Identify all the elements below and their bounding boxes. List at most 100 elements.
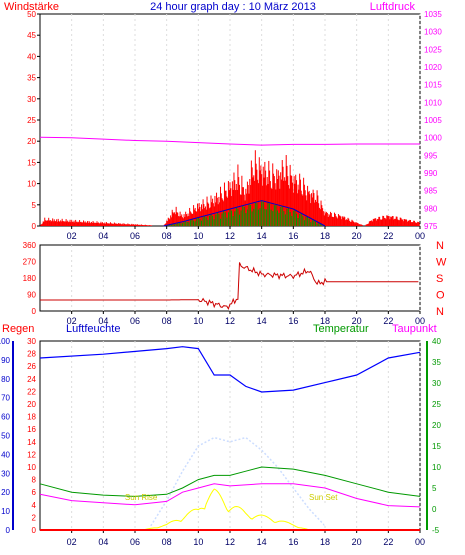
x-tick-label: 06 [130, 316, 140, 326]
panel3-temperature-axis: 40 35 30 25 20 15 10 5 0 -5 [432, 337, 441, 535]
x-tick-label: 12 [225, 231, 235, 241]
x-tick-label: 00 [415, 537, 425, 547]
panel2-left-axis: 360 270 180 90 0 [23, 241, 37, 316]
wind-strength-label: Windstärke [4, 1, 59, 13]
x-tick-label: 04 [98, 316, 108, 326]
x-tick-label: 22 [383, 231, 393, 241]
x-tick-label: 18 [320, 537, 330, 547]
x-tick-label: 06 [130, 231, 140, 241]
humidity-axis-label: 100 [0, 337, 11, 346]
x-tick-label: 20 [352, 537, 362, 547]
compass-label: O [436, 290, 445, 302]
wind-avg-line [163, 200, 326, 227]
humidity-label: Luftfeuchte [66, 323, 120, 335]
rain-axis-label: 20 [27, 400, 36, 409]
direction-axis-label: 360 [23, 241, 37, 250]
x-tick-label: 10 [193, 231, 203, 241]
panel1-grid [71, 14, 421, 226]
x-tick-label: 16 [288, 316, 298, 326]
pressure-axis-label: 1015 [424, 81, 442, 90]
humidity-axis-label: 10 [1, 507, 10, 516]
x-tick-label: 06 [130, 537, 140, 547]
panel2-grid [71, 245, 421, 311]
x-tick-label: 10 [193, 537, 203, 547]
direction-axis-label: 0 [32, 307, 37, 316]
x-tick-label: 04 [98, 537, 108, 547]
temperature-axis-label: 10 [432, 463, 441, 472]
x-tick-label: 22 [383, 316, 393, 326]
panel3-grid [71, 341, 421, 530]
panel1-right-axis: 1035 1030 1025 1020 1015 1010 1005 1000 995 990 98… [424, 10, 442, 231]
x-tick-label: 18 [320, 316, 330, 326]
humidity-axis-label: 50 [1, 432, 10, 441]
humidity-axis-label: 80 [1, 375, 10, 384]
rain-axis-label: 16 [27, 425, 36, 434]
x-tick-label: 04 [98, 231, 108, 241]
temperature-label: Temperatur [313, 323, 369, 335]
pressure-axis-label: 995 [424, 151, 438, 160]
wind-axis-label: 30 [27, 95, 36, 104]
rain-axis-label: 30 [27, 337, 36, 346]
panel3-series [39, 346, 421, 531]
humidity-axis-label: 60 [1, 413, 10, 422]
direction-axis-label: 180 [23, 274, 37, 283]
pressure-axis-label: 1030 [424, 28, 442, 37]
wind-axis-label: 35 [27, 74, 36, 83]
pressure-axis-label: 985 [424, 187, 438, 196]
temperature-axis-label: 35 [432, 358, 441, 367]
temperature-axis-label: 15 [432, 442, 441, 451]
temperature-axis-label: -5 [432, 526, 440, 535]
humidity-axis-bar [12, 341, 14, 530]
x-tick-label: 12 [225, 316, 235, 326]
humidity-axis-label: 40 [1, 450, 10, 459]
x-tick-label: 16 [288, 537, 298, 547]
wind-axis-label: 45 [27, 31, 36, 40]
x-tick-label: 14 [257, 231, 267, 241]
rain-axis-label: 0 [32, 526, 37, 535]
panel3-humidity-axis: 1009080706050403020100 [0, 337, 11, 535]
direction-axis-label: 270 [23, 258, 37, 267]
x-tick-label: 20 [352, 316, 362, 326]
solar-radiation-line [150, 436, 326, 527]
pressure-axis-label: 975 [424, 222, 438, 231]
x-tick-label: 10 [193, 316, 203, 326]
dewpoint-label: Taupunkt [392, 323, 437, 335]
temperature-axis-bar [426, 341, 428, 530]
compass-label: S [436, 273, 443, 285]
rain-axis-label: 12 [27, 450, 36, 459]
rain-axis-label: 6 [32, 488, 37, 497]
temperature-axis-label: 40 [432, 337, 441, 346]
panel1-series [39, 136, 420, 227]
panel3-x-axis: 02 04 06 08 10 12 14 16 18 20 22 00 [67, 530, 425, 547]
wind-axis-label: 15 [27, 158, 36, 167]
wind-axis-label: 25 [27, 116, 36, 125]
chart-title: 24 hour graph day : 10 März 2013 [150, 1, 316, 13]
x-tick-label: 08 [162, 316, 172, 326]
sunset-label: Sun Set [309, 493, 338, 502]
rain-axis-label: 2 [32, 513, 37, 522]
x-tick-label: 18 [320, 231, 330, 241]
sunrise-label: Sun Rise [125, 493, 158, 502]
rain-axis-label: 26 [27, 362, 36, 371]
pressure-axis-label: 1010 [424, 98, 442, 107]
x-tick-label: 14 [257, 316, 267, 326]
wind-pressure-panel: Windstärke 24 hour graph day : 10 März 2… [4, 1, 442, 241]
wind-axis-label: 40 [27, 52, 36, 61]
rain-axis-label: 10 [27, 463, 36, 472]
temperature-axis-label: 0 [432, 505, 437, 514]
compass-label: N [436, 306, 444, 318]
rain-label: Regen [2, 323, 34, 335]
pressure-axis-label: 1000 [424, 134, 442, 143]
temperature-axis-label: 5 [432, 484, 437, 493]
x-tick-label: 00 [415, 231, 425, 241]
humidity-line [39, 346, 421, 393]
x-tick-label: 22 [383, 537, 393, 547]
panel2-series [40, 262, 419, 310]
humidity-axis-label: 90 [1, 356, 10, 365]
x-tick-label: 14 [257, 537, 267, 547]
humidity-axis-label: 70 [1, 394, 10, 403]
temperature-axis-label: 30 [432, 379, 441, 388]
wind-axis-label: 0 [32, 222, 37, 231]
